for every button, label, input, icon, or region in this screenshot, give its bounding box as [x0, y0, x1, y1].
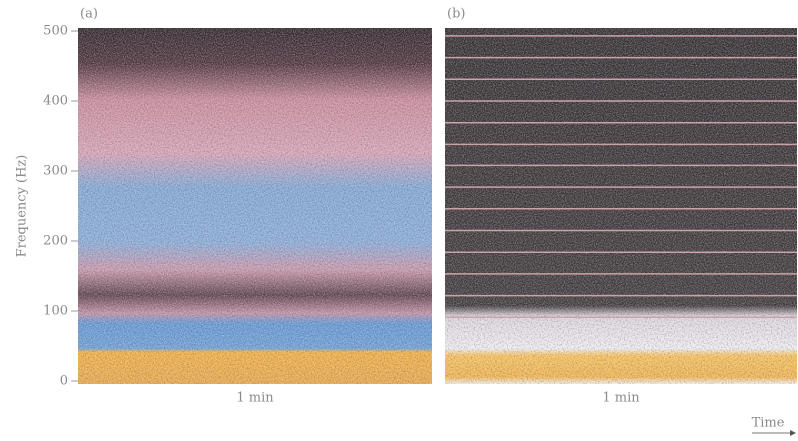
y-tick-label: 400 — [43, 94, 68, 109]
y-tick-label: 0 — [60, 374, 68, 389]
y-tick-label: 300 — [43, 164, 68, 179]
time-label: Time — [752, 416, 785, 431]
x-axis-label: 1 min — [236, 391, 274, 406]
panel-label: (a) — [80, 7, 98, 22]
y-tick-label: 100 — [43, 304, 68, 319]
spectrogram-texture — [78, 28, 432, 384]
spectrogram-texture — [445, 28, 797, 384]
y-axis-label: Frequency (Hz) — [15, 155, 30, 258]
time-arrow-head — [790, 430, 796, 436]
y-tick-label: 500 — [43, 24, 68, 39]
x-axis-label: 1 min — [602, 391, 640, 406]
panel-label: (b) — [447, 7, 465, 22]
y-tick-label: 200 — [43, 234, 68, 249]
